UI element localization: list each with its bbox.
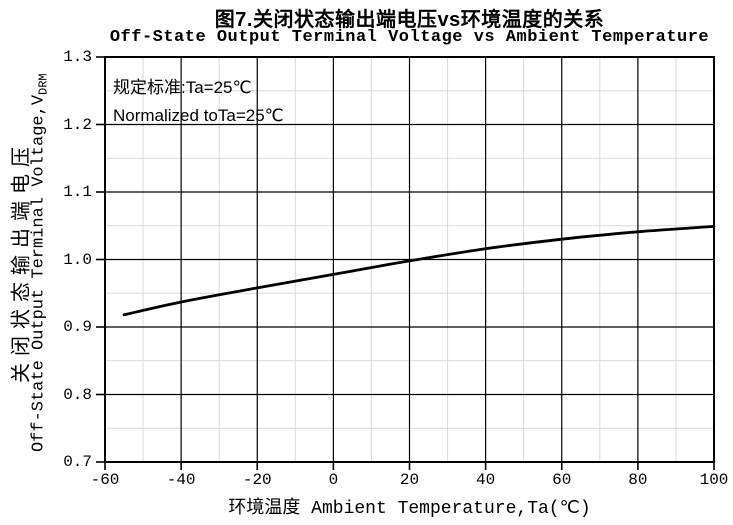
chart-title-cn: 图7.关闭状态输出端电压vs环境温度的关系 [214,9,605,31]
x-tick-label: 80 [628,471,648,489]
x-axis-title: 环境温度 Ambient Temperature,Ta(℃) [228,499,591,519]
x-tick-label: -60 [90,471,120,489]
annotation-line-cn: 规定标准:Ta=25℃ [113,78,252,97]
y-tick-label: 1.2 [63,115,92,134]
annotation-line-en: Normalized toTa=25℃ [113,106,284,125]
x-tick-label: 20 [399,471,420,489]
y-tick-label: 1.3 [63,48,92,66]
y-tick-label: 0.8 [63,385,92,404]
y-tick-label: 1.0 [63,250,92,269]
y-axis-title-en-subscript: DRM [36,73,51,95]
x-tick-label: 100 [699,471,729,489]
chart-title-en: Off-State Output Terminal Voltage vs Amb… [109,28,710,47]
x-tick-label: -40 [166,471,196,489]
y-tick-label: 1.1 [63,183,92,201]
x-tick-label: -20 [242,471,272,489]
y-tick-label: 0.9 [63,318,92,336]
y-tick-label: 0.7 [63,453,92,471]
data-curve-vdrm-vs-ta [122,225,716,317]
x-tick-label: 60 [552,471,572,489]
x-tick-label: 0 [328,471,339,489]
normalization-annotation: 规定标准:Ta=25℃ Normalized toTa=25℃ [113,74,284,130]
x-tick-label: 40 [476,471,496,489]
